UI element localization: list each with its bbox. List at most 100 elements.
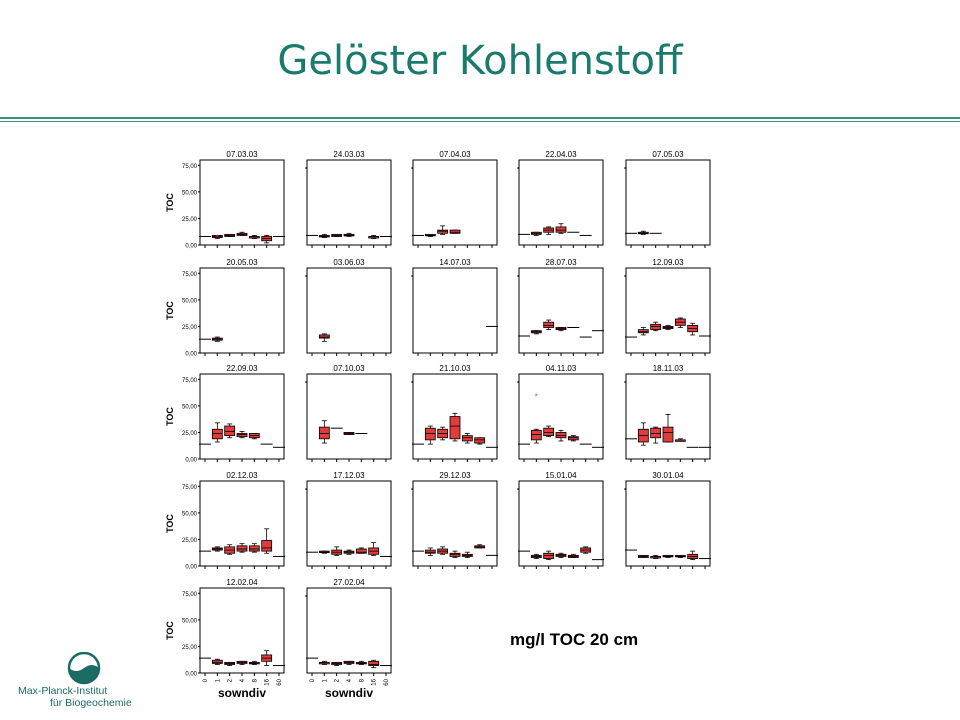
box bbox=[236, 545, 248, 552]
x-tick-label: 2 bbox=[335, 678, 341, 682]
box bbox=[543, 552, 555, 559]
panel-date: 20.05.03 bbox=[226, 258, 258, 267]
panel-date: 02.12.03 bbox=[226, 471, 258, 480]
box bbox=[449, 552, 461, 557]
y-tick-label: 50,00 bbox=[182, 618, 198, 624]
panel-date: 30.01.04 bbox=[652, 471, 684, 480]
y-tick-label: 25,00 bbox=[182, 538, 198, 544]
y-dot bbox=[305, 167, 307, 169]
y-tick-label: 0,00 bbox=[185, 352, 197, 358]
x-tick-label: 1 bbox=[215, 678, 221, 682]
panel-frame bbox=[199, 480, 285, 567]
panel-frame bbox=[518, 373, 604, 460]
box bbox=[424, 427, 436, 441]
x-tick-label: 8 bbox=[252, 678, 258, 682]
box bbox=[248, 545, 260, 552]
title-rule-thin bbox=[0, 121, 960, 122]
y-tick-label: 0,00 bbox=[185, 458, 197, 464]
box bbox=[461, 435, 473, 442]
y-axis-label: TOC bbox=[165, 514, 175, 533]
panel-date: 07.04.03 bbox=[439, 150, 471, 159]
panel-date: 12.02.04 bbox=[226, 578, 258, 587]
y-dot bbox=[624, 275, 626, 277]
y-tick-label: 0,00 bbox=[185, 565, 197, 571]
box bbox=[437, 229, 449, 234]
panel-date: 14.07.03 bbox=[439, 258, 471, 267]
y-tick-label: 0,00 bbox=[185, 672, 197, 678]
y-tick-label: 50,00 bbox=[182, 190, 198, 196]
y-dot bbox=[305, 595, 307, 597]
y-dot bbox=[517, 488, 519, 490]
box bbox=[449, 229, 461, 234]
panel-date: 07.03.03 bbox=[226, 150, 258, 159]
mpi-logo: Max-Planck-Institut für Biogeochemie bbox=[18, 652, 158, 712]
y-tick-label: 75,00 bbox=[182, 592, 198, 598]
y-tick-label: 50,00 bbox=[182, 298, 198, 304]
box bbox=[224, 425, 236, 437]
y-dot bbox=[624, 167, 626, 169]
y-axis-label: TOC bbox=[165, 621, 175, 640]
panel-date: 15.01.04 bbox=[545, 471, 577, 480]
box bbox=[449, 416, 461, 440]
box bbox=[261, 540, 273, 552]
y-dot bbox=[411, 275, 413, 277]
panel-date: 17.12.03 bbox=[333, 471, 365, 480]
y-dot bbox=[517, 275, 519, 277]
box bbox=[555, 432, 567, 439]
y-dot bbox=[411, 381, 413, 383]
y-axis-label: TOC bbox=[165, 193, 175, 212]
box bbox=[650, 323, 662, 331]
slide-title: Gelöster Kohlenstoff bbox=[277, 38, 683, 84]
x-tick-label: 4 bbox=[347, 678, 353, 682]
y-tick-label: 75,00 bbox=[182, 272, 198, 278]
panel-date: 07.10.03 bbox=[333, 364, 365, 373]
box bbox=[530, 429, 542, 441]
box bbox=[555, 226, 567, 233]
y-tick-label: 25,00 bbox=[182, 431, 198, 437]
y-dot bbox=[305, 381, 307, 383]
x-tick-label: 16 bbox=[372, 678, 378, 685]
box bbox=[236, 433, 248, 438]
box bbox=[474, 437, 486, 444]
x-tick-label: 2 bbox=[228, 678, 234, 682]
y-tick-label: 50,00 bbox=[182, 404, 198, 410]
panel-frame bbox=[306, 373, 392, 460]
x-tick-label: 60 bbox=[384, 678, 390, 685]
x-tick-label: 4 bbox=[240, 678, 246, 682]
x-tick-label: 8 bbox=[359, 678, 365, 682]
y-dot bbox=[517, 167, 519, 169]
y-dot bbox=[517, 381, 519, 383]
panel-date: 18.11.03 bbox=[653, 364, 684, 373]
x-tick-label: 60 bbox=[277, 678, 283, 685]
y-tick-label: 25,00 bbox=[182, 217, 198, 223]
panel-date: 28.07.03 bbox=[545, 258, 577, 267]
box bbox=[211, 428, 223, 440]
panel-frame bbox=[306, 587, 392, 674]
box bbox=[567, 436, 579, 441]
logo-emblem bbox=[67, 652, 101, 685]
panel-date: 22.09.03 bbox=[226, 364, 258, 373]
panel-frame bbox=[625, 480, 711, 567]
box bbox=[318, 334, 330, 339]
logo-text-line2: für Biogeochemie bbox=[50, 697, 132, 709]
box bbox=[368, 660, 380, 666]
panel-date: 07.05.03 bbox=[652, 150, 684, 159]
box bbox=[211, 659, 223, 664]
box bbox=[424, 549, 436, 554]
chart-caption: mg/l TOC 20 cm bbox=[510, 630, 639, 649]
y-tick-label: 50,00 bbox=[182, 511, 198, 517]
box bbox=[662, 426, 674, 443]
logo-text-line1: Max-Planck-Institut bbox=[18, 685, 108, 697]
panel-date: 27.02.04 bbox=[333, 578, 365, 587]
y-dot bbox=[305, 275, 307, 277]
y-dot bbox=[624, 488, 626, 490]
panel-frame bbox=[412, 267, 498, 354]
panel-date: 12.09.03 bbox=[652, 258, 684, 267]
panel-frame bbox=[306, 159, 392, 246]
y-dot bbox=[305, 488, 307, 490]
box bbox=[355, 548, 367, 554]
x-axis-label: sowndiv bbox=[325, 686, 373, 700]
y-dot bbox=[411, 488, 413, 490]
panel-date: 21.10.03 bbox=[439, 364, 471, 373]
